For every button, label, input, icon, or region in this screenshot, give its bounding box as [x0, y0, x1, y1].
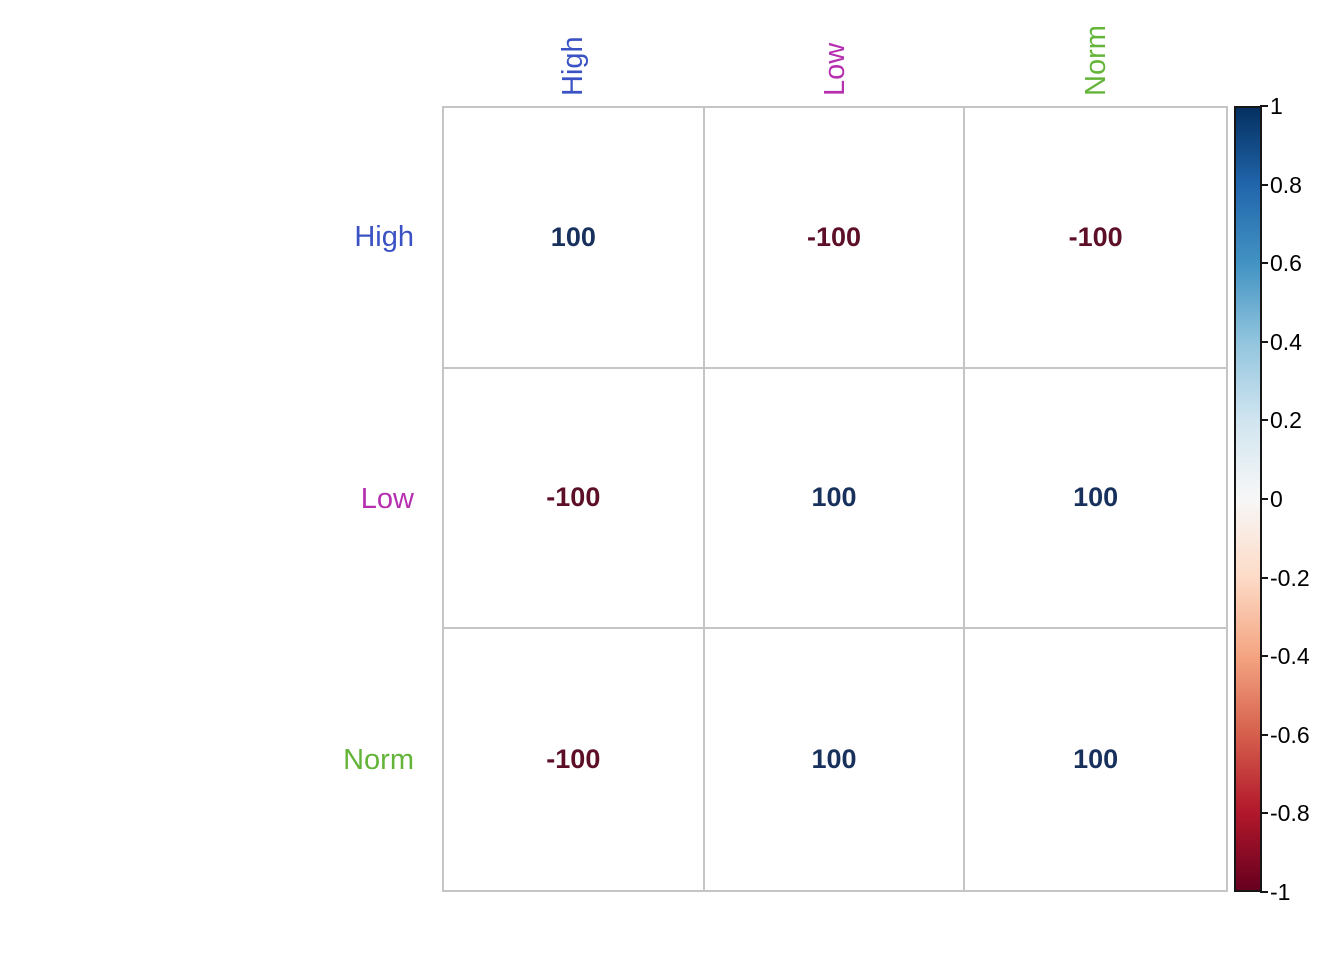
colorbar-tick-label: -1 [1270, 879, 1291, 905]
colorbar-tick-label: 0.8 [1270, 171, 1302, 198]
matrix-cell-high-high: 100 [444, 108, 705, 369]
column-label-high: High [557, 36, 589, 96]
column-label-norm: Norm [1080, 25, 1112, 96]
colorbar-gradient [1234, 106, 1262, 892]
colorbar-tick [1260, 183, 1268, 186]
row-label-low: Low [360, 483, 414, 515]
colorbar-tick [1260, 655, 1268, 658]
colorbar-tick-label: -0.8 [1270, 800, 1310, 827]
colorbar-tick-label: 0 [1270, 486, 1283, 512]
colorbar-tick [1260, 419, 1268, 422]
matrix-cell-low-high: -100 [444, 368, 705, 630]
colorbar-tick [1260, 105, 1268, 107]
column-label-low: Low [819, 42, 851, 96]
colorbar-tick [1260, 733, 1268, 736]
row-label-norm: Norm [343, 744, 414, 776]
matrix-cell-high-low: -100 [704, 108, 966, 369]
colorbar-tick [1260, 812, 1268, 815]
matrix-cell-high-norm: -100 [965, 108, 1226, 369]
colorbar-tick [1260, 891, 1268, 893]
colorbar-tick-label: 0.4 [1270, 328, 1302, 355]
colorbar-tick [1260, 262, 1268, 265]
matrix-cell-norm-low: 100 [704, 629, 966, 890]
matrix-cell-norm-norm: 100 [965, 629, 1226, 890]
colorbar-tick-label: 0.2 [1270, 407, 1302, 434]
colorbar-tick [1260, 576, 1268, 579]
matrix-cell-low-low: 100 [704, 368, 966, 630]
matrix-cell-norm-high: -100 [444, 629, 705, 890]
colorbar-tick-label: -0.6 [1270, 721, 1310, 748]
colorbar-tick-label: -0.2 [1270, 564, 1310, 591]
colorbar-tick-label: 1 [1270, 93, 1283, 119]
colorbar-tick [1260, 498, 1268, 500]
matrix-grid: 100 -100 -100 -100 100 100 -100 100 100 [442, 106, 1228, 892]
colorbar-tick-label: -0.4 [1270, 643, 1310, 670]
colorbar-tick-label: 0.6 [1270, 250, 1302, 277]
colorbar-tick [1260, 340, 1268, 343]
matrix-cell-low-norm: 100 [965, 368, 1226, 630]
row-label-high: High [354, 221, 414, 253]
